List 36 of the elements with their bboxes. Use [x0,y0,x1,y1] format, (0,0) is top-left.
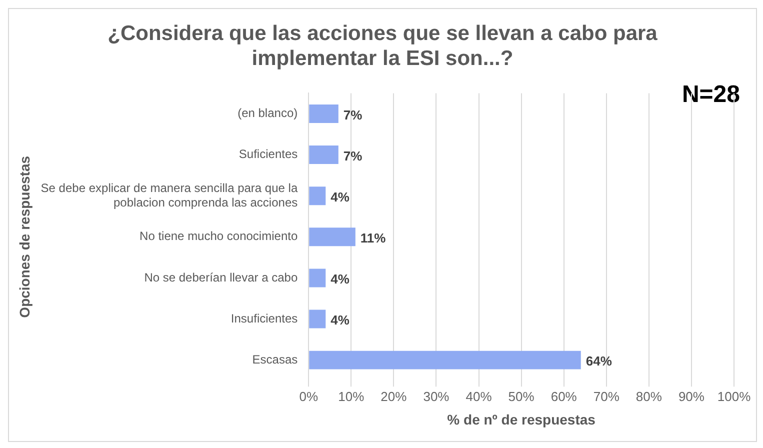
x-tick-label: 50% [508,388,535,404]
x-axis-title: % de nº de respuestas [447,411,596,428]
y-tick-label: Suficientes [238,147,298,162]
y-tick-label: (en blanco) [238,106,298,120]
bar [309,268,326,288]
data-label: 4% [330,272,350,287]
bar [309,228,356,246]
bar [309,146,338,164]
x-tick-label: 70% [593,388,620,404]
x-tick-label: 80% [636,388,662,404]
bar [309,350,581,370]
data-label: 7% [343,107,363,122]
x-tick-label: 20% [380,388,408,404]
bar [309,186,326,206]
bar [309,310,326,328]
y-tick-label: Insuficientes [230,311,298,326]
data-label: 7% [343,148,363,164]
data-label: 11% [360,230,386,246]
y-tick-label: No se deberían llevar a cabo [144,270,298,284]
x-tick-label: 0% [299,388,318,404]
x-tick-label: 30% [423,388,450,404]
data-label: 64% [586,354,612,369]
x-tick-label: 60% [550,388,578,404]
x-tick-label: 40% [466,388,492,404]
bar [309,104,338,123]
data-label: 4% [330,312,350,328]
x-tick-label: 100% [717,388,752,404]
x-tick-label: 90% [678,388,705,404]
y-tick-label: Escasas [252,352,298,366]
data-label: 4% [330,189,350,204]
chart-title: ¿Considera que las acciones que se llevan a cabo para implementar la ESI son...? [106,21,658,71]
y-axis-title: Opciones de respuestas [16,156,32,318]
annotation: N=28 [682,81,740,109]
x-tick-label: 10% [338,388,365,404]
y-tick-label: Se debe explicar de manera sencilla para que la poblacion comprenda las acciones [40,180,298,210]
y-tick-label: No tiene mucho conocimiento [140,229,298,244]
